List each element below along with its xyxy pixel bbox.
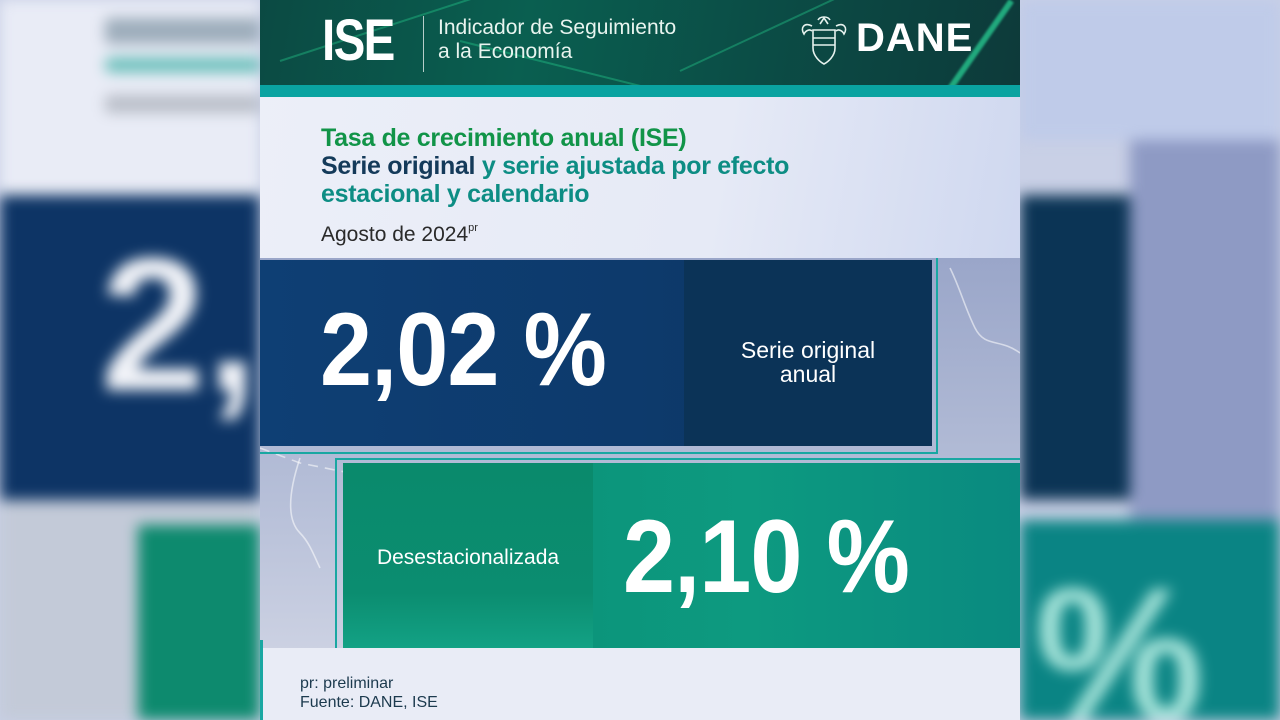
original-series-label: Serie original anual [684,338,932,386]
date-label: Agosto de 2024pr [321,216,789,247]
original-label-area [684,260,932,446]
header-subtitle: Indicador de Seguimiento a la Economía [438,16,676,64]
blurred-text [105,95,260,113]
deseasonalized-label: Desestacionalizada [376,546,560,569]
stat-panel-original: 2,02 % Serie original anual [260,260,932,446]
original-label-line1: Serie original [740,337,876,363]
blurred-percent: % [1035,549,1204,720]
subtitle-line2: a la Economía [438,40,573,63]
blurred-background-left: 2, [0,0,260,720]
blurred-band [1020,0,1280,140]
title-line-2-rest: y serie ajustada por efecto [475,152,790,180]
blurred-grey [1130,140,1280,520]
title-line-3: estacional y calendario [321,180,590,208]
title-block: Tasa de crecimiento anual (ISE) Serie or… [321,124,789,247]
blurred-green-panel [1020,520,1280,720]
blurred-text [105,18,260,44]
title-serie-original: Serie original [321,152,476,180]
subtitle-line1: Indicador de Seguimiento [438,16,677,39]
blurred-navy-panel [0,195,260,500]
original-label-line2: anual [779,361,837,387]
footnote: pr: preliminar Fuente: DANE, ISE [300,674,438,712]
teal-edge [260,640,263,720]
footer-area [260,648,1020,720]
ise-logo: ISE [322,8,395,73]
teal-strip [260,85,1020,97]
footnote-source: Fuente: DANE, ISE [300,694,438,711]
blurred-number: 2, [100,219,259,431]
title-line-2: Serie original y serie ajustada por efec… [321,152,789,180]
coat-of-arms-icon [801,16,847,65]
blurred-navy-panel [1020,195,1130,500]
infographic-card: ISE Indicador de Seguimiento a la Econom… [260,0,1020,720]
deseasonalized-panel-frame [335,458,1020,658]
blurred-background-right: % [1020,0,1280,720]
header-banner: ISE Indicador de Seguimiento a la Econom… [260,0,1020,85]
original-panel-frame [260,258,938,454]
dane-logo: DANE [856,16,974,60]
blurred-green-panel [138,525,260,720]
header-divider [423,16,424,72]
preliminary-marker: pr [468,222,478,234]
original-growth-value: 2,02 % [320,292,607,408]
deseasonalized-label-area [343,463,593,649]
date-text: Agosto de 2024 [321,223,469,246]
title-line-1: Tasa de crecimiento anual (ISE) [321,124,687,152]
blurred-text [105,58,260,72]
chart-backdrop-lines [260,267,1020,569]
stat-panel-deseasonalized: Desestacionalizada 2,10 % [343,463,1020,649]
footnote-preliminary: pr: preliminar [300,675,394,692]
deseasonalized-growth-value: 2,10 % [623,499,910,615]
